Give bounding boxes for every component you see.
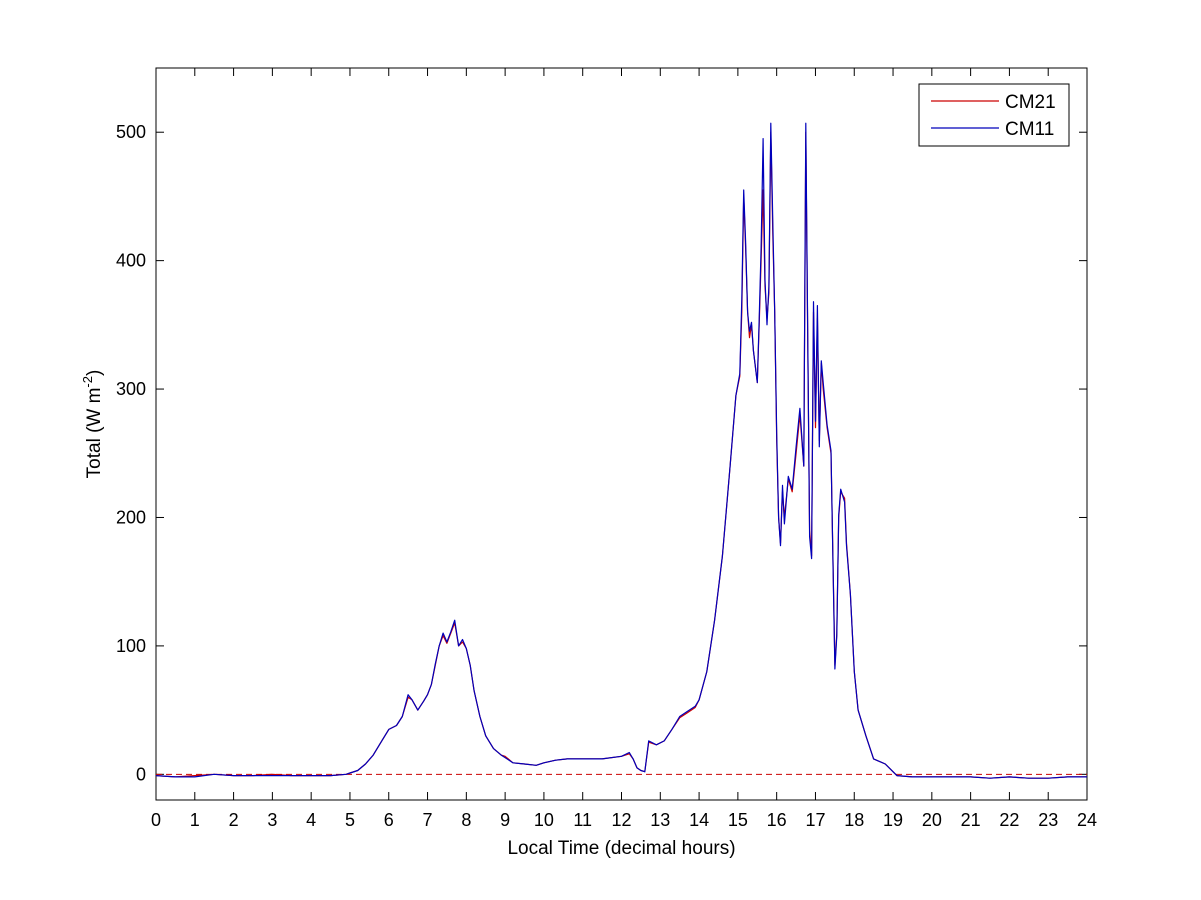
x-tick-label: 9 — [500, 810, 510, 830]
x-tick-label: 8 — [461, 810, 471, 830]
legend-label-cm21: CM21 — [1005, 92, 1056, 113]
x-tick-label: 0 — [151, 810, 161, 830]
y-tick-label: 100 — [116, 636, 146, 656]
x-tick-label: 10 — [534, 810, 554, 830]
x-tick-label: 13 — [650, 810, 670, 830]
y-axis-title-main: Total (W m — [84, 388, 105, 479]
x-tick-label: 7 — [423, 810, 433, 830]
x-tick-label: 19 — [883, 810, 903, 830]
x-tick-label: 1 — [190, 810, 200, 830]
x-tick-label: 22 — [999, 810, 1019, 830]
series-line-cm11 — [155, 122, 1087, 779]
x-tick-label: 15 — [728, 810, 748, 830]
x-tick-label: 24 — [1077, 810, 1097, 830]
x-tick-label: 18 — [844, 810, 864, 830]
x-axis-ticks: 0 1 2 3 4 5 6 7 8 9 10 11 12 13 14 15 16 17 18 19 20 21 22 23 24 — [151, 68, 1097, 830]
y-axis-ticks: 0 100 200 300 400 500 — [116, 122, 1087, 784]
y-axis-title-close: ) — [84, 370, 105, 376]
x-axis-title: Local Time (decimal hours) — [507, 838, 735, 859]
legend-label-cm11: CM11 — [1005, 119, 1054, 140]
x-tick-label: 20 — [922, 810, 942, 830]
x-tick-label: 5 — [345, 810, 355, 830]
x-tick-label: 23 — [1038, 810, 1058, 830]
x-tick-label: 14 — [689, 810, 709, 830]
y-tick-label: 200 — [116, 507, 146, 527]
legend: CM21 CM11 — [918, 83, 1070, 147]
x-tick-label: 12 — [611, 810, 631, 830]
y-tick-label: 400 — [116, 251, 146, 271]
x-tick-label: 2 — [229, 810, 239, 830]
legend-box — [918, 83, 1070, 147]
x-tick-label: 21 — [961, 810, 981, 830]
x-tick-label: 6 — [384, 810, 394, 830]
x-tick-label: 16 — [767, 810, 787, 830]
y-axis-title: Total (W m-2) — [80, 370, 105, 479]
x-tick-label: 3 — [267, 810, 277, 830]
y-tick-label: 500 — [116, 122, 146, 142]
y-tick-label: 0 — [136, 764, 146, 784]
y-tick-label: 300 — [116, 379, 146, 399]
y-axis-title-superscript: -2 — [80, 376, 95, 388]
series-layer — [155, 122, 1087, 779]
x-tick-label: 4 — [306, 810, 316, 830]
x-tick-label: 17 — [805, 810, 825, 830]
x-tick-label: 11 — [573, 810, 592, 830]
